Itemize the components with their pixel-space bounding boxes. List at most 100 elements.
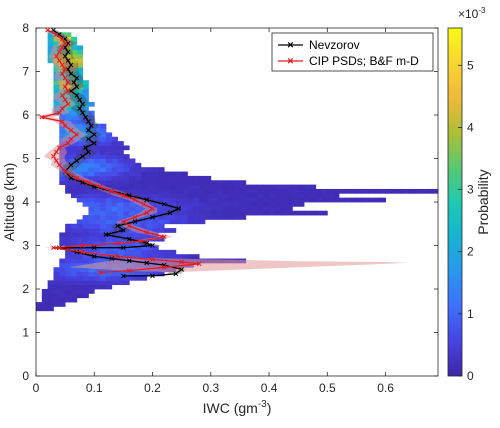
heatmap-cell [70, 297, 78, 303]
heatmap-cell [158, 219, 165, 225]
series-point [56, 49, 62, 55]
heatmap-cell [263, 193, 270, 199]
heatmap-cell [105, 254, 113, 259]
heatmap-cell [245, 188, 252, 194]
heatmap-cell [391, 188, 398, 194]
heatmap-cell [135, 249, 142, 255]
heatmap-cell [140, 193, 148, 199]
colorbar-tick-label: 4 [467, 120, 474, 134]
heatmap-cell [362, 188, 369, 194]
heatmap-cell [94, 284, 101, 290]
heatmap-cell [199, 206, 206, 212]
legend: × Nevzorov × CIP PSDs; B&F m-D [271, 32, 434, 72]
heatmap-cell [338, 188, 346, 194]
heatmap-cell [170, 193, 177, 199]
heatmap-cell [199, 215, 206, 220]
heatmap-cell [76, 54, 84, 59]
heatmap-cell [228, 197, 235, 203]
heatmap-cell [82, 271, 89, 277]
heatmap-cell [257, 197, 264, 203]
heatmap-cell [88, 258, 95, 264]
series-point [59, 45, 65, 50]
heatmap-cell [76, 154, 84, 159]
series-point [68, 71, 74, 77]
heatmap-cell [251, 197, 258, 203]
heatmap-cell [234, 206, 241, 212]
heatmap-cell [158, 180, 165, 185]
heatmap-cell [123, 167, 130, 172]
heatmap-cell [269, 188, 276, 194]
heatmap-cell [204, 193, 212, 199]
heatmap-cell [193, 175, 200, 181]
series-point [51, 153, 56, 159]
heatmap-cell [76, 188, 84, 194]
heatmap-cell [70, 228, 78, 233]
heatmap-cell [76, 84, 84, 90]
heatmap-cell [70, 271, 78, 277]
heatmap-cell [152, 175, 159, 181]
series-point [86, 136, 91, 142]
heatmap-cell [117, 141, 124, 146]
heatmap-cell [105, 171, 113, 177]
heatmap-cell [298, 210, 305, 216]
heatmap-cell [70, 119, 78, 125]
heatmap-cell [222, 193, 229, 199]
heatmap-cell [94, 280, 101, 286]
series-point [54, 158, 59, 164]
heatmap-cell [245, 197, 252, 203]
heatmap-cell [94, 175, 101, 181]
series-point [91, 245, 97, 251]
heatmap-cell [76, 149, 84, 155]
heatmap-cell [181, 202, 188, 207]
heatmap-cell [309, 210, 317, 216]
heatmap-cell [82, 267, 89, 272]
heatmap-cell [105, 215, 113, 220]
heatmap-cell [181, 219, 188, 225]
heatmap-cell [88, 197, 95, 203]
heatmap-cell [245, 193, 252, 199]
heatmap-cell [170, 175, 177, 181]
heatmap-cell [175, 254, 183, 259]
heatmap-cell [286, 202, 293, 207]
heatmap-cell [111, 197, 118, 203]
series-point [161, 201, 167, 207]
heatmap-cell [193, 184, 200, 190]
heatmap-cell [100, 241, 107, 246]
heatmap-cell [100, 197, 107, 203]
heatmap-cell [152, 245, 159, 251]
heatmap-cell [76, 289, 84, 294]
heatmap-cell [333, 193, 340, 199]
series-point [141, 201, 147, 207]
heatmap-cell [88, 215, 95, 220]
heatmap-cell [82, 158, 89, 164]
y-axis: 0 1 2 3 4 5 6 7 8 [22, 21, 438, 383]
heatmap-cell [65, 241, 72, 246]
heatmap-cell [193, 219, 200, 225]
heatmap-cell [146, 184, 153, 190]
heatmap-cell [65, 262, 72, 268]
heatmap-cell [379, 197, 386, 203]
heatmap-cell [105, 180, 113, 185]
heatmap-cell [53, 67, 60, 72]
heatmap-cell [239, 180, 247, 185]
heatmap-cell [135, 162, 142, 168]
heatmap-cell [100, 180, 107, 185]
heatmap-cell [76, 158, 84, 164]
heatmap-cell [94, 132, 101, 138]
colorbar-tick-label: 2 [467, 245, 474, 259]
heatmap-cell [94, 123, 101, 129]
heatmap-cell [88, 167, 95, 172]
heatmap-cell [70, 106, 78, 112]
heatmap-cell [158, 228, 165, 233]
heatmap-cell [70, 71, 78, 77]
heatmap-cell [100, 162, 107, 168]
heatmap-cell [47, 32, 54, 38]
heatmap-cell [245, 206, 252, 212]
legend-marker-cip: × [287, 56, 293, 68]
heatmap-cell [111, 180, 118, 185]
heatmap-cell [257, 210, 264, 216]
heatmap-cell [65, 271, 72, 277]
heatmap-cell [228, 180, 235, 185]
heatmap-cell [175, 202, 183, 207]
heatmap-cell [187, 193, 194, 199]
